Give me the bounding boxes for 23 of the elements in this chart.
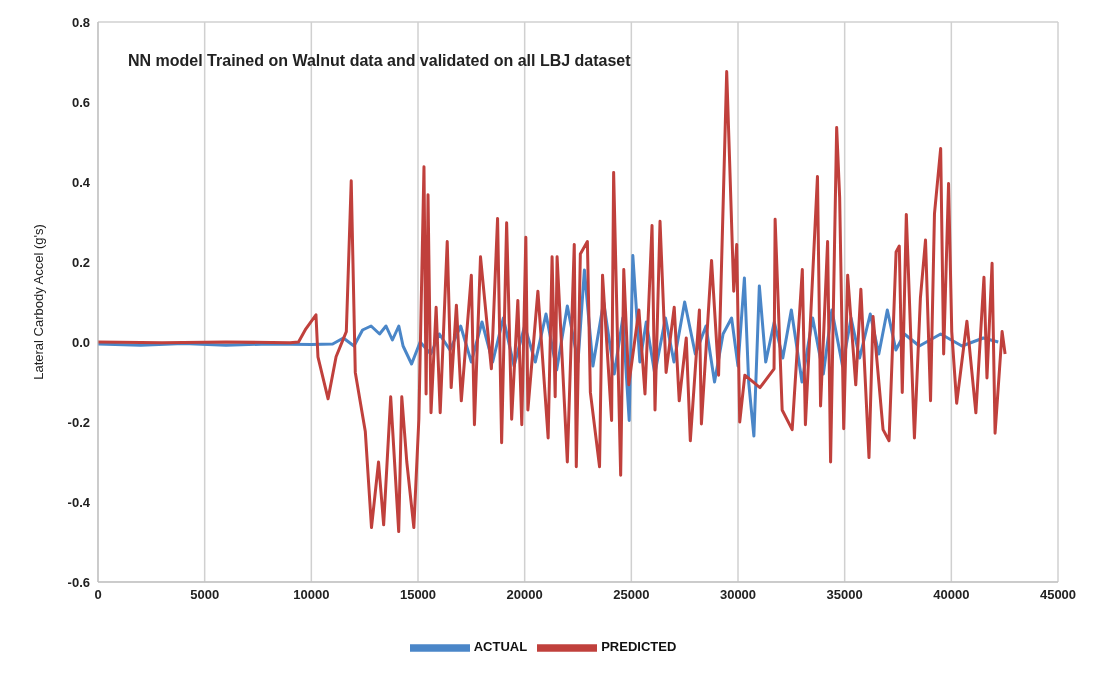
y-tick-label: -0.6 [67, 574, 90, 590]
x-tick-label: 10000 [293, 587, 330, 603]
line-series [98, 70, 1007, 534]
text: NN model Trained on Walnut data and validated on all LBJ dataset [128, 52, 631, 70]
y-tick-label: 0.0 [71, 334, 90, 350]
x-tick-label: 5000 [190, 587, 220, 603]
y-tick-label: 0.2 [71, 254, 90, 270]
legend-label: PREDICTED [601, 639, 677, 655]
legend-label: ACTUAL [473, 639, 528, 655]
x-tick-label: 15000 [399, 587, 437, 603]
x-tick-label: 30000 [719, 587, 757, 603]
x-tick-label: 25000 [613, 587, 650, 603]
x-tick-label: 45000 [1039, 587, 1077, 603]
y-axis-title: Lateral Carbody Accel (g's) [30, 224, 46, 380]
y-tick-label: 0.8 [71, 14, 90, 30]
y-tick-label: 0.6 [71, 94, 90, 110]
y-tick-label: -0.4 [67, 494, 91, 510]
x-tick-label: 0 [94, 587, 102, 603]
y-tick-label: 0.4 [71, 174, 91, 190]
y-tick-label: -0.2 [67, 414, 90, 430]
x-tick-label: 35000 [826, 587, 863, 603]
x-tick-label: 40000 [933, 587, 970, 603]
x-tick-label: 20000 [506, 587, 543, 603]
